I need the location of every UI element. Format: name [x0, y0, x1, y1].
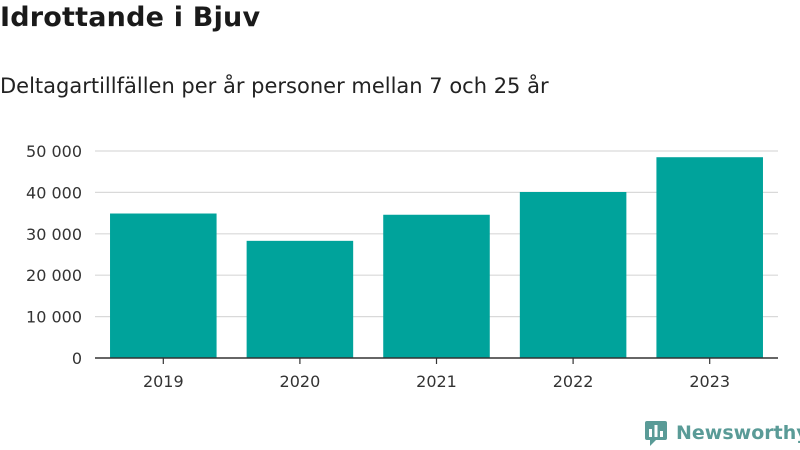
y-tick-label: 10 000	[26, 308, 82, 327]
chart-subtitle: Deltagartillfällen per år personer mella…	[0, 74, 549, 98]
newsworthy-brand: Newsworthy	[644, 419, 800, 447]
chart-title: Idrottande i Bjuv	[0, 2, 261, 33]
y-tick-label: 40 000	[26, 183, 82, 202]
axes: 0 10 000 20 000 30 000 40 000 50 000 2019 2020 2…	[26, 142, 778, 391]
newsworthy-logo-icon	[645, 421, 667, 446]
y-tick-label: 30 000	[26, 225, 82, 244]
x-tick-label: 2019	[143, 372, 184, 391]
bar-2021	[383, 214, 490, 358]
y-tick-label: 50 000	[26, 142, 82, 161]
y-tick-label: 0	[72, 349, 82, 368]
bars	[110, 157, 763, 358]
x-tick-label: 2020	[280, 372, 321, 391]
x-tick-label: 2022	[553, 372, 594, 391]
bar-2023	[656, 157, 763, 358]
x-tick-label: 2021	[416, 372, 457, 391]
brand-name: Newsworthy	[676, 422, 800, 444]
x-tick-label: 2023	[689, 372, 730, 391]
bar-2020	[246, 240, 354, 358]
y-tick-label: 20 000	[26, 266, 82, 285]
bar-2019	[110, 213, 217, 358]
bar-2022	[519, 191, 627, 358]
